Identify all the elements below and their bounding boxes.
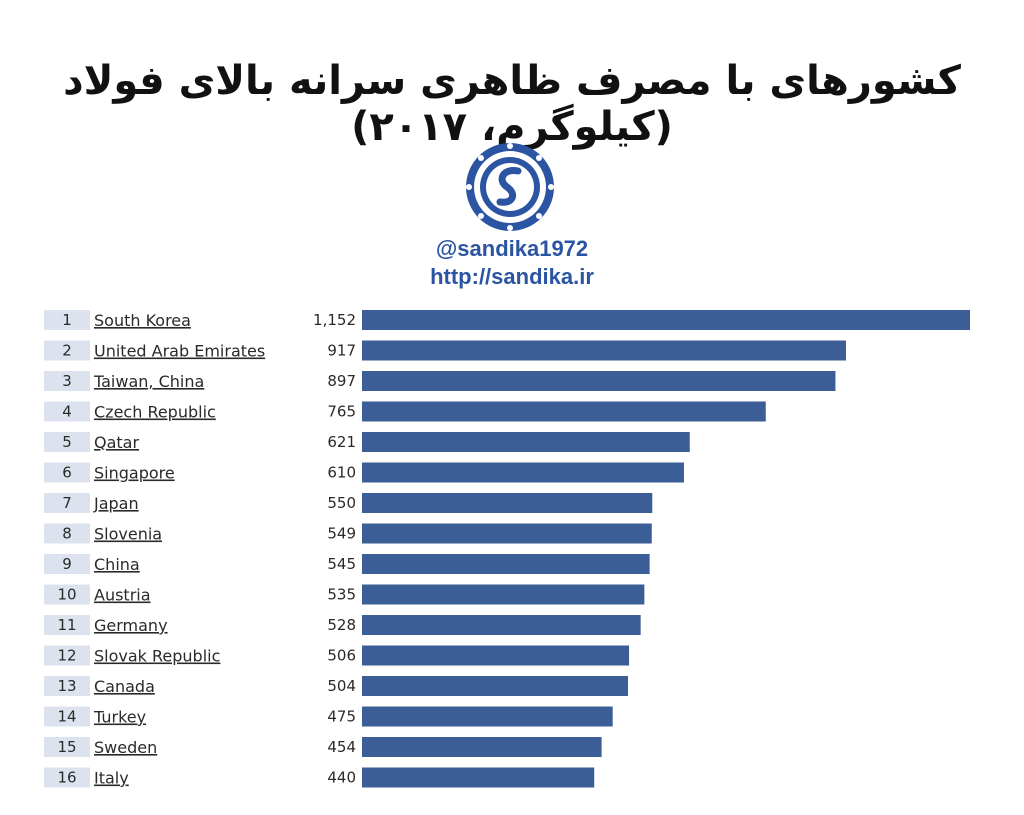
rank-cell <box>44 554 90 574</box>
value-label: 475 <box>327 708 356 726</box>
bar <box>362 462 684 483</box>
rank-label: 13 <box>57 677 76 695</box>
rank-label: 5 <box>62 433 72 451</box>
value-label: 504 <box>327 677 356 695</box>
rank-cell <box>44 676 90 696</box>
rank-cell <box>44 615 90 635</box>
bar <box>362 767 595 788</box>
value-label: 610 <box>327 464 356 482</box>
rank-cell <box>44 645 90 666</box>
value-label: 550 <box>327 494 356 512</box>
rank-label: 16 <box>57 769 76 787</box>
rank-cell <box>44 462 90 483</box>
country-link[interactable]: Slovenia <box>94 525 162 544</box>
bar <box>362 737 602 757</box>
rank-cell <box>44 584 90 605</box>
value-label: 1,152 <box>313 311 356 329</box>
bar <box>362 401 766 422</box>
value-label: 528 <box>327 616 356 634</box>
rank-label: 7 <box>62 494 72 512</box>
rank-label: 3 <box>62 372 72 390</box>
rank-cell <box>44 340 90 361</box>
value-label: 765 <box>327 403 356 421</box>
country-link[interactable]: China <box>94 555 140 574</box>
value-label: 506 <box>327 647 356 665</box>
bar <box>362 584 645 605</box>
bar <box>362 615 641 635</box>
bar <box>362 676 628 696</box>
chart-title: کشورهای با مصرف ظاهری سرانه بالای فولاد … <box>63 58 961 150</box>
country-link[interactable]: Italy <box>94 769 129 788</box>
rank-cell <box>44 371 90 391</box>
value-label: 917 <box>327 342 356 360</box>
country-link[interactable]: Turkey <box>93 708 146 727</box>
bar <box>362 645 630 666</box>
rank-label: 6 <box>62 464 72 482</box>
rank-label: 14 <box>57 708 76 726</box>
bar <box>362 371 836 391</box>
rank-cell <box>44 432 90 452</box>
sandika-logo-icon <box>466 143 554 231</box>
country-link[interactable]: Czech Republic <box>94 403 216 422</box>
bar <box>362 340 846 361</box>
bar <box>362 493 653 513</box>
website-url[interactable]: http://sandika.ir <box>430 264 594 289</box>
rank-cell <box>44 310 90 330</box>
rank-cell <box>44 493 90 513</box>
country-link[interactable]: Qatar <box>94 433 139 452</box>
rank-label: 10 <box>57 586 76 604</box>
value-label: 549 <box>327 525 356 543</box>
rank-label: 11 <box>57 616 76 634</box>
rank-label: 9 <box>62 555 72 573</box>
rank-label: 8 <box>62 525 72 543</box>
rank-cell <box>44 523 90 544</box>
rank-label: 4 <box>62 403 72 421</box>
bar <box>362 523 652 544</box>
country-link[interactable]: Austria <box>94 586 151 605</box>
country-link[interactable]: Germany <box>94 616 168 635</box>
bar <box>362 554 650 574</box>
rank-cell <box>44 401 90 422</box>
rank-cell <box>44 737 90 757</box>
rank-label: 2 <box>62 342 72 360</box>
value-label: 545 <box>327 555 356 573</box>
rank-cell <box>44 706 90 727</box>
rank-cell <box>44 767 90 788</box>
value-label: 454 <box>327 738 356 756</box>
country-link[interactable]: Japan <box>93 494 139 513</box>
bar <box>362 432 690 452</box>
value-label: 535 <box>327 586 356 604</box>
bar <box>362 310 970 330</box>
value-label: 897 <box>327 372 356 390</box>
value-label: 440 <box>327 769 356 787</box>
country-link[interactable]: United Arab Emirates <box>94 342 265 361</box>
country-link[interactable]: South Korea <box>94 311 191 330</box>
country-link[interactable]: Taiwan, China <box>93 372 204 391</box>
country-link[interactable]: Singapore <box>94 464 175 483</box>
country-link[interactable]: Canada <box>94 677 155 696</box>
rank-label: 12 <box>57 647 76 665</box>
bar <box>362 706 613 727</box>
rank-label: 1 <box>62 311 72 329</box>
rank-label: 15 <box>57 738 76 756</box>
social-handle: @sandika1972 <box>435 236 589 261</box>
country-link[interactable]: Sweden <box>94 738 157 757</box>
country-link[interactable]: Slovak Republic <box>94 647 220 666</box>
value-label: 621 <box>327 433 356 451</box>
